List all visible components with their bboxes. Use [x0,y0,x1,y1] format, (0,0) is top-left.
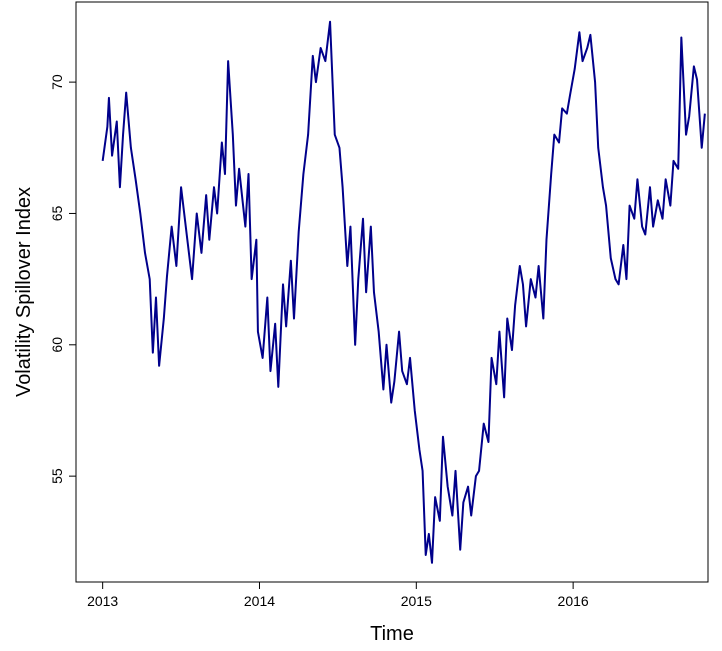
x-tick-label: 2013 [87,593,118,609]
x-axis-label: Time [370,623,414,645]
plot-box [75,1,709,583]
x-tick-label: 2014 [244,593,275,609]
x-tick-label: 2016 [558,593,589,609]
series-line [101,20,706,564]
x-tick-label: 2015 [401,593,432,609]
y-tick-label: 65 [49,205,65,221]
y-tick-label: 55 [49,468,65,484]
y-tick-label: 60 [49,337,65,353]
y-tick-label: 70 [49,74,65,90]
y-axis-label: Volatility Spillover Index [13,187,35,397]
